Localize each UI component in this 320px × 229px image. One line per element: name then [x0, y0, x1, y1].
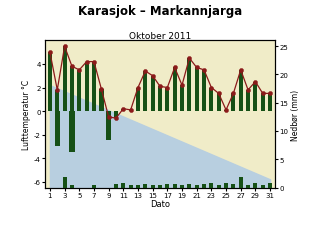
Bar	[202, 71, 206, 112]
Bar	[55, 112, 60, 147]
Bar	[70, 67, 74, 112]
Bar	[129, 185, 133, 188]
Bar	[106, 112, 111, 141]
Bar	[261, 94, 265, 112]
Y-axis label: Lufttemperatur °C: Lufttemperatur °C	[22, 80, 31, 149]
Bar	[180, 185, 184, 188]
Bar	[136, 88, 140, 112]
Bar	[239, 71, 243, 112]
Text: Karasjok – Markannjarga: Karasjok – Markannjarga	[78, 5, 242, 18]
Bar	[165, 88, 169, 112]
Bar	[77, 71, 81, 112]
Bar	[92, 185, 96, 188]
Bar	[99, 89, 103, 112]
Bar	[209, 183, 213, 188]
Bar	[70, 185, 74, 188]
Bar	[253, 82, 257, 112]
Bar	[187, 184, 191, 188]
Bar	[63, 178, 67, 188]
Bar	[63, 47, 67, 112]
Bar	[114, 184, 118, 188]
Bar	[217, 185, 221, 188]
Bar	[209, 88, 213, 112]
Bar	[261, 185, 265, 188]
Bar	[151, 76, 155, 112]
Bar	[158, 185, 162, 188]
Bar	[195, 68, 199, 112]
Bar	[173, 184, 177, 188]
Bar	[143, 184, 147, 188]
Bar	[195, 185, 199, 188]
Y-axis label: Nedbør (mm): Nedbør (mm)	[291, 89, 300, 140]
Bar	[224, 183, 228, 188]
Bar	[224, 110, 228, 112]
Bar	[246, 185, 250, 188]
Bar	[231, 184, 236, 188]
Bar	[129, 110, 133, 112]
Title: Oktober 2011: Oktober 2011	[129, 32, 191, 41]
Bar	[173, 68, 177, 112]
Bar	[121, 109, 125, 112]
Bar	[55, 90, 59, 112]
Bar	[239, 178, 243, 188]
Bar	[114, 112, 118, 119]
Bar	[202, 184, 206, 188]
Bar	[217, 94, 221, 112]
Bar	[268, 94, 272, 112]
Bar	[253, 183, 257, 188]
Bar	[151, 185, 155, 188]
Bar	[48, 53, 52, 112]
Bar	[165, 184, 169, 188]
Bar	[136, 185, 140, 188]
Bar	[121, 183, 125, 188]
Bar	[187, 59, 191, 112]
Bar	[107, 112, 111, 117]
Bar	[84, 62, 89, 112]
Bar	[231, 94, 236, 112]
Bar	[158, 87, 162, 112]
Bar	[92, 62, 96, 112]
Bar	[69, 112, 75, 153]
Bar	[99, 89, 104, 112]
Bar	[246, 90, 250, 112]
X-axis label: Dato: Dato	[150, 199, 170, 208]
Bar	[268, 183, 272, 188]
Bar	[143, 72, 147, 112]
Bar	[180, 86, 184, 112]
